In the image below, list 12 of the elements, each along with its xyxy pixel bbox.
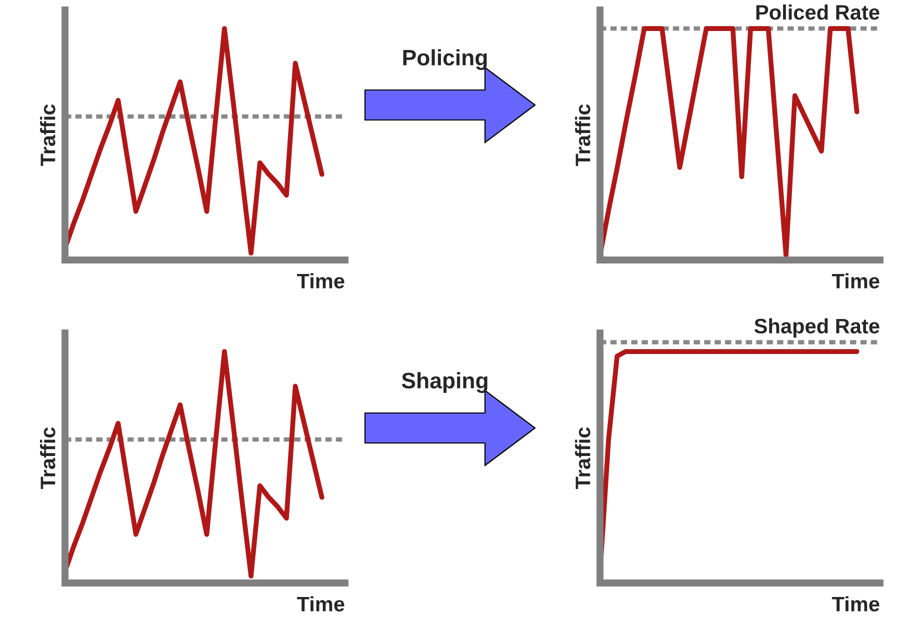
y-axis-title: Traffic [575, 104, 590, 166]
y-axis-title: Traffic [575, 427, 590, 490]
x-axis-title: Time [832, 273, 880, 288]
ref-line-label: Policed Rate [756, 4, 880, 20]
x-axis-title: Time [832, 596, 880, 612]
y-axis-title: Traffic [40, 427, 56, 490]
x-axis-title: Time [296, 596, 344, 612]
text: Policing [403, 49, 487, 70]
x-axis-title: Time [296, 273, 344, 288]
ref-line-label: Shaped Rate [754, 318, 880, 338]
text: Shaping [402, 372, 488, 393]
y-axis-title: Traffic [40, 104, 56, 166]
